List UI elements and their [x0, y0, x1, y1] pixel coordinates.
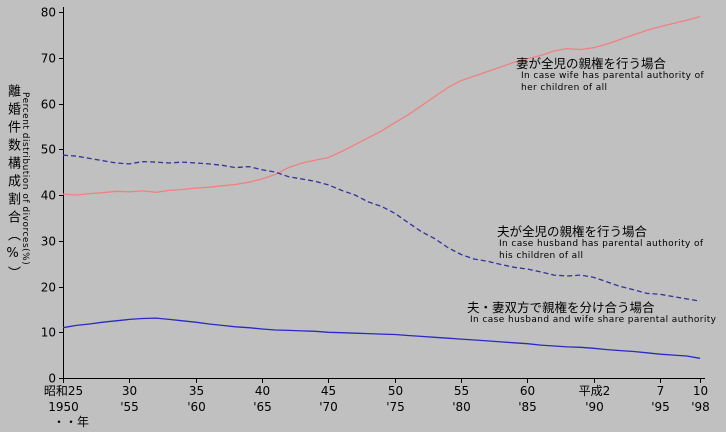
- x-tick-label-era: 55: [454, 384, 469, 398]
- x-tick-label-year: '65: [253, 400, 272, 414]
- x-tick-label-year: '85: [518, 400, 537, 414]
- series-label-husband-jp: 夫が全児の親権を行う場合: [497, 224, 648, 239]
- x-tick-label-year: '75: [386, 400, 405, 414]
- x-tick-label-era: 30: [122, 384, 137, 398]
- series-label-husband-en-line2: his children of all: [499, 251, 584, 261]
- x-tick-label-year: '98: [691, 400, 710, 414]
- series-line-husband: [62, 154, 701, 302]
- x-tick-label-year: '90: [585, 400, 604, 414]
- x-tick-label-era: 35: [189, 384, 204, 398]
- x-tick-label-year: '95: [651, 400, 670, 414]
- x-tick-label-era: 50: [388, 384, 403, 398]
- y-tick-label: 20: [41, 281, 56, 295]
- x-tick-label-era: 45: [321, 384, 336, 398]
- y-tick-label: 70: [41, 52, 56, 66]
- series-label-wife-jp: 妻が全児の親権を行う場合: [516, 56, 667, 71]
- x-tick-label-year: '80: [452, 400, 471, 414]
- series-line-shared: [62, 317, 701, 359]
- series-label-husband-en-line1: In case husband has parental authority o…: [499, 239, 704, 249]
- x-tick-label-year: '55: [120, 400, 139, 414]
- series-label-wife-en-line1: In case wife has parental authority of: [521, 71, 705, 81]
- x-tick-label-era: 昭和25: [44, 384, 83, 398]
- y-tick-label: 10: [41, 326, 56, 340]
- x-tick-label-year: '70: [319, 400, 338, 414]
- x-tick-label-era: 40: [255, 384, 270, 398]
- x-tick-label-era: 60: [520, 384, 535, 398]
- x-tick-label-era: 平成2: [579, 384, 611, 398]
- y-tick-label: 50: [41, 143, 56, 157]
- y-axis-label-english: Percent distribution of divorces(%): [20, 92, 30, 266]
- series-label-shared-jp: 夫・妻双方で親権を分け合う場合: [467, 300, 655, 315]
- series-line-wife: [62, 15, 701, 196]
- x-axis-note: ・・年: [53, 415, 89, 429]
- x-tick-label-year: '60: [187, 400, 206, 414]
- x-tick-label-era: 10: [693, 384, 708, 398]
- y-axis-label-japanese: 離婚件数構成割合（%）: [5, 84, 20, 284]
- y-tick-label: 60: [41, 98, 56, 112]
- series-label-wife-en-line2: her children of all: [521, 83, 608, 93]
- y-tick-label: 30: [41, 235, 56, 249]
- series-label-shared-en-line1: In case husband and wife share parental …: [470, 315, 717, 325]
- x-tick-label-era: 7: [657, 384, 665, 398]
- x-tick-label-year: 1950: [48, 400, 79, 414]
- y-tick-label: 80: [41, 6, 56, 20]
- y-tick-label: 40: [41, 189, 56, 203]
- y-tick-label: 0: [48, 372, 56, 386]
